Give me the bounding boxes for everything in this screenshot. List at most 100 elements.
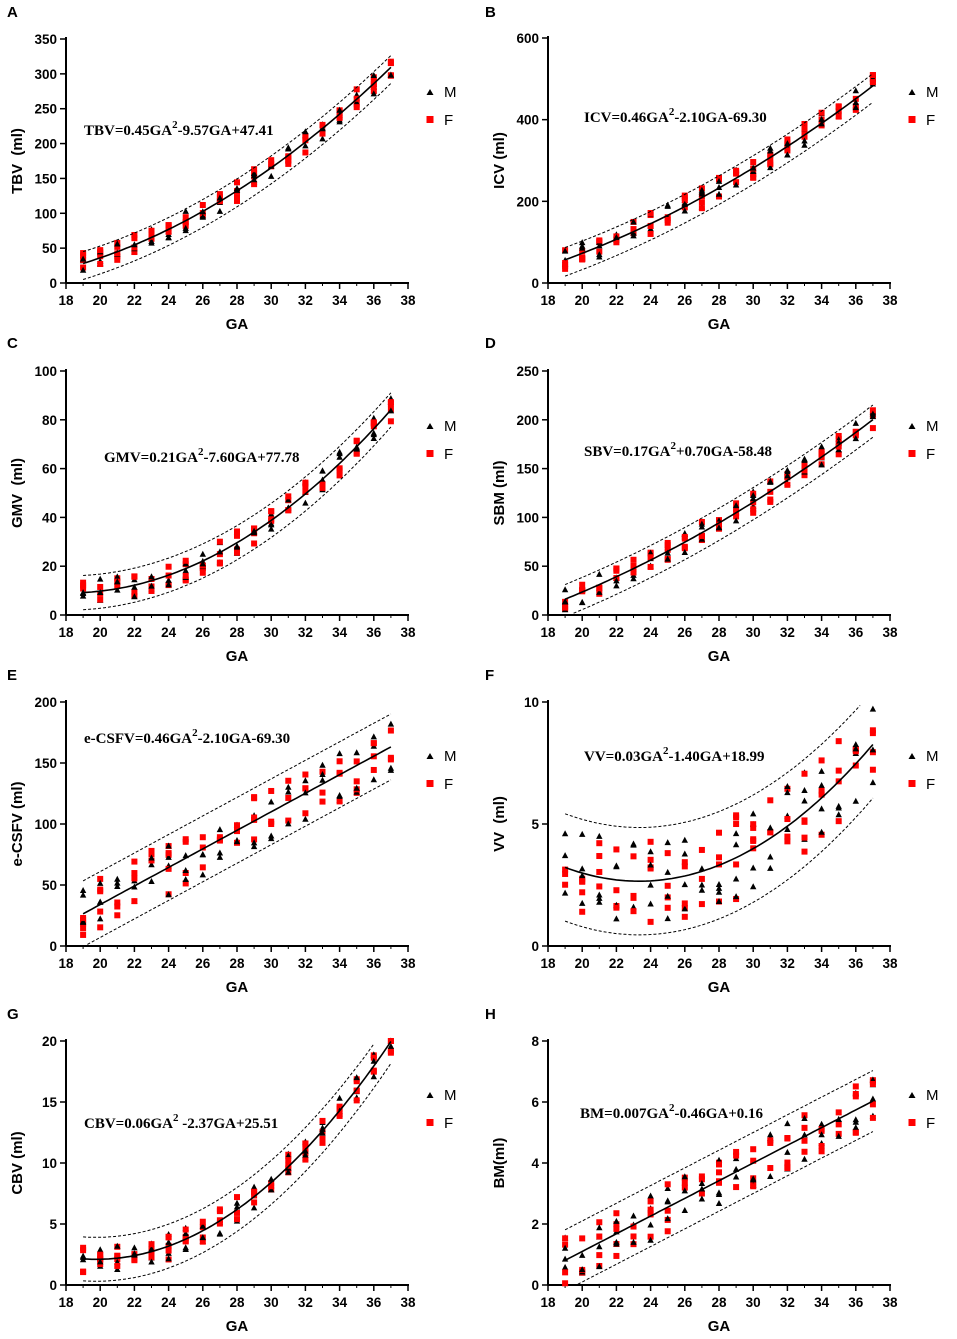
chart-panel-g: G 18 20 22 24 26 28 30 32 34 36 38 0 5 10 15 20 GA CBV (ml… [7, 1006, 457, 1335]
female-point [801, 1148, 808, 1155]
male-point [353, 1074, 360, 1081]
male-point [767, 1131, 774, 1138]
female-point [182, 557, 189, 564]
male-point [647, 1221, 654, 1228]
male-point [818, 461, 825, 468]
y-tick-label: 0 [49, 939, 57, 954]
female-point [767, 159, 774, 166]
male-point [801, 797, 808, 804]
female-point [681, 533, 688, 540]
x-tick-label: 32 [780, 1295, 795, 1310]
y-axis-label: VV (ml) [491, 796, 508, 852]
female-point [182, 836, 189, 843]
female-point [182, 869, 189, 876]
female-point [698, 875, 705, 882]
male-point [268, 521, 275, 528]
female-point [302, 479, 309, 486]
female-point [336, 1110, 343, 1117]
male-point [681, 207, 688, 214]
fit-curve [564, 1100, 874, 1262]
x-tick-label: 30 [264, 1295, 279, 1310]
y-axis-label: TBV (ml) [9, 128, 26, 194]
female-point [131, 858, 138, 865]
male-point [784, 151, 791, 158]
male-point [319, 135, 326, 142]
female-point [285, 1157, 292, 1164]
lower-bound-curve [82, 83, 392, 280]
x-tick-label: 30 [746, 625, 761, 640]
x-tick-label: 36 [848, 956, 864, 971]
female-point [319, 1135, 326, 1142]
male-point [647, 1192, 654, 1199]
female-point [216, 1220, 223, 1227]
legend: MF [908, 748, 939, 793]
male-point [767, 478, 774, 485]
female-point [234, 1209, 240, 1216]
x-tick-label: 20 [575, 956, 590, 971]
male-point [561, 586, 569, 593]
male-point [630, 232, 637, 239]
male-point [732, 841, 740, 848]
male-point [165, 891, 172, 898]
female-point [148, 1241, 155, 1248]
female-point [596, 1233, 603, 1240]
male-point [97, 1258, 104, 1265]
male-point [268, 172, 275, 179]
upper-bound-curve [564, 73, 874, 248]
x-tick-label: 24 [643, 956, 659, 971]
male-point [801, 456, 808, 463]
female-point [251, 1199, 258, 1206]
female-point [114, 243, 121, 250]
female-point [835, 1109, 842, 1116]
female-point [80, 925, 87, 932]
x-tick-label: 20 [93, 956, 108, 971]
male-point [579, 865, 586, 872]
male-point [818, 767, 825, 774]
male-point [182, 567, 189, 574]
male-point [647, 1236, 654, 1243]
legend-female-label: F [444, 776, 453, 793]
female-point [784, 1159, 791, 1166]
x-tick-label: 20 [575, 293, 590, 308]
legend-female-marker [908, 1119, 916, 1126]
y-tick-label: 10 [42, 1156, 57, 1171]
female-point [613, 567, 620, 574]
female-point [579, 875, 586, 882]
chart-panel-b: B 18 20 22 24 26 28 30 32 34 36 38 0 200 400 600 GA ICV (… [485, 4, 939, 333]
male-point [302, 815, 309, 822]
female-point [647, 222, 654, 229]
female-point [647, 1198, 654, 1205]
legend-female-label: F [926, 776, 935, 793]
upper-bound-curve [564, 705, 861, 828]
x-axis-label: GA [708, 979, 731, 996]
y-axis-label: SBM (ml) [491, 461, 508, 526]
legend-female-marker [426, 450, 434, 457]
equation-lhs: BM=0.007GA [580, 1106, 669, 1122]
female-point [767, 797, 774, 804]
female-point [869, 1114, 876, 1121]
male-point [681, 850, 688, 857]
female-point [698, 901, 705, 908]
male-point [869, 779, 877, 786]
female-point [268, 516, 275, 523]
male-point [165, 1255, 172, 1262]
x-tick-label: 32 [780, 293, 795, 308]
male-point [818, 805, 825, 812]
female-point [767, 496, 774, 503]
female-point [630, 853, 637, 860]
male-point [869, 410, 877, 417]
female-point [613, 1225, 620, 1232]
female-point [234, 528, 240, 535]
legend-female-marker [908, 780, 916, 787]
female-point [302, 149, 309, 156]
x-tick-label: 38 [882, 625, 898, 640]
female-point [750, 174, 757, 181]
x-tick-label: 36 [366, 1295, 382, 1310]
male-point [579, 872, 586, 879]
legend-male-marker [426, 89, 434, 95]
y-tick-label: 150 [34, 756, 57, 771]
female-point [596, 237, 603, 244]
male-point [579, 899, 586, 906]
equation-lhs: SBV=0.17GA [584, 444, 671, 460]
